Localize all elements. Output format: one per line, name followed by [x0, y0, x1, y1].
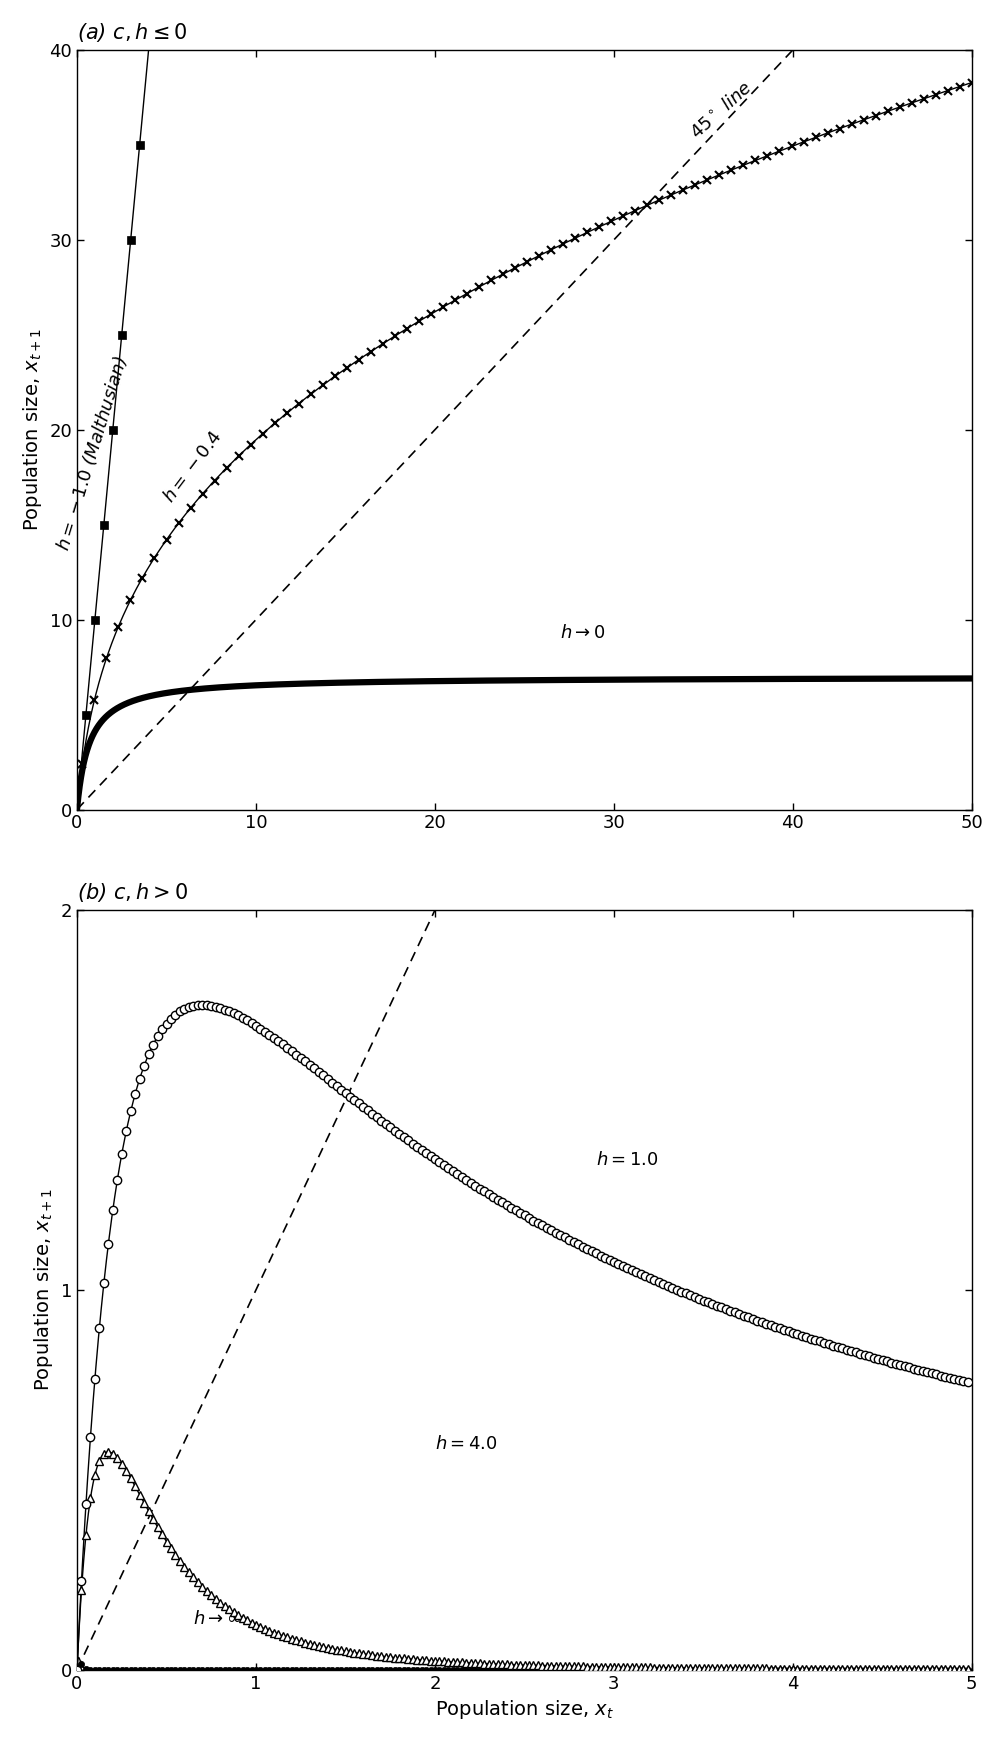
Text: $h = -0.4$: $h = -0.4$ — [160, 427, 226, 505]
Text: $h = 1.0$: $h = 1.0$ — [596, 1151, 658, 1169]
Text: $h = 4.0$: $h = 4.0$ — [434, 1435, 497, 1453]
Y-axis label: Population size, $x_{t+1}$: Population size, $x_{t+1}$ — [32, 1188, 55, 1392]
Text: (b) $c, h > 0$: (b) $c, h > 0$ — [77, 881, 188, 904]
Text: $h = -1.0$ (Malthusian): $h = -1.0$ (Malthusian) — [53, 354, 131, 554]
Text: $h \to \infty$: $h \to \infty$ — [194, 1610, 242, 1629]
Text: $45^\circ$ line: $45^\circ$ line — [686, 78, 754, 143]
X-axis label: Population size, $x_t$: Population size, $x_t$ — [434, 1698, 613, 1721]
Text: $h \to 0$: $h \to 0$ — [560, 624, 605, 643]
Text: (a) $c, h\leq 0$: (a) $c, h\leq 0$ — [77, 21, 188, 44]
Y-axis label: Population size, $x_{t+1}$: Population size, $x_{t+1}$ — [21, 329, 44, 531]
